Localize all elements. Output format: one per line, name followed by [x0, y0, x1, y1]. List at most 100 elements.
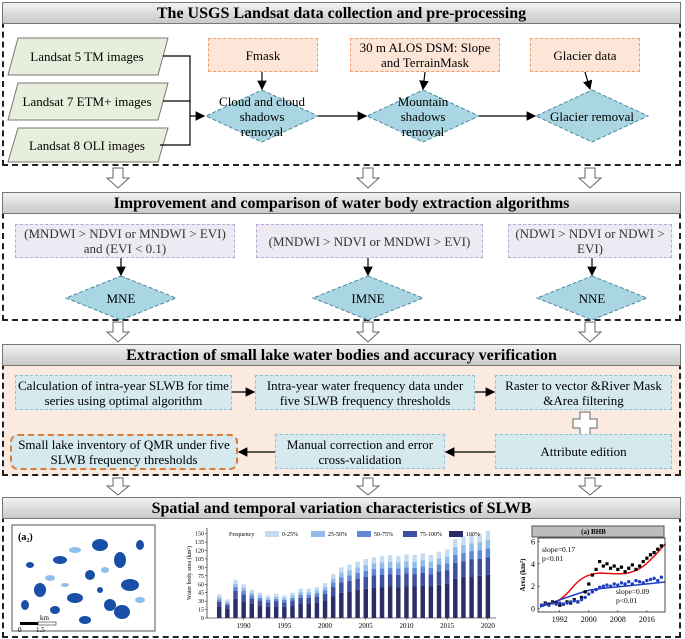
- bar-segment: [330, 582, 336, 588]
- bar-segment: [396, 574, 401, 588]
- bar-segment: [387, 555, 393, 562]
- point: [561, 602, 566, 606]
- bar-segment: [363, 558, 368, 566]
- bar-segment: [339, 582, 344, 593]
- bar-segment: [396, 587, 401, 618]
- x-tick-label: 1995: [277, 622, 292, 630]
- bar-segment: [412, 555, 417, 562]
- point: [572, 599, 576, 603]
- bar-segment: [363, 576, 368, 589]
- bar-segment: [241, 591, 246, 595]
- y-tick-label: 45: [198, 591, 204, 597]
- bar-segment: [225, 603, 230, 606]
- point: [608, 566, 613, 570]
- bar-segment: [444, 563, 450, 571]
- bar-segment: [436, 558, 442, 565]
- bar-segment: [469, 559, 474, 577]
- point: [587, 582, 591, 586]
- bar-segment: [241, 584, 246, 588]
- point: [601, 584, 606, 588]
- legend-label: 75-100%: [420, 532, 442, 538]
- bar-segment: [257, 592, 263, 596]
- bar-segment: [298, 603, 303, 618]
- bar-segment: [249, 592, 255, 596]
- annotation: slope=0.17: [542, 545, 575, 554]
- index-rule: (MNDWI > NDVI or MNDWI > EVI) and (EVI <…: [15, 224, 235, 258]
- bar-segment: [371, 569, 377, 576]
- bar-segment: [273, 596, 279, 599]
- bar-segment: [290, 605, 295, 618]
- bar-segment: [461, 536, 466, 545]
- bar-segment: [379, 562, 385, 569]
- bar-segment: [355, 567, 360, 573]
- bar-segment: [477, 558, 482, 576]
- legend-swatch: [403, 531, 417, 537]
- point: [659, 575, 664, 579]
- point: [594, 587, 598, 592]
- bar-segment: [436, 551, 442, 559]
- point: [645, 578, 649, 583]
- bar-segment: [347, 580, 352, 592]
- point: [623, 570, 627, 574]
- bar-segment: [314, 587, 320, 591]
- bar-segment: [363, 588, 368, 618]
- point: [587, 592, 591, 596]
- point: [648, 553, 653, 557]
- section-title: Extraction of small lake water bodies an…: [2, 344, 681, 366]
- point: [590, 590, 595, 594]
- bar-segment: [396, 562, 401, 569]
- bar-segment: [379, 587, 385, 618]
- y-tick-label: 4: [531, 560, 535, 569]
- y-tick-label: 120: [195, 549, 204, 555]
- legend-title: Frequency: [229, 532, 254, 538]
- algorithm: NNE: [578, 290, 606, 306]
- bar-segment: [436, 584, 442, 618]
- process-step: Attribute edition: [495, 434, 672, 469]
- point: [605, 562, 609, 566]
- bar-segment: [396, 556, 401, 563]
- bar-segment: [469, 534, 474, 544]
- y-tick-label: 135: [195, 540, 204, 546]
- point: [612, 582, 616, 586]
- map-label: (a₂): [18, 532, 33, 543]
- bar-segment: [282, 597, 287, 600]
- parallelograms: [7, 37, 169, 163]
- bar-segment: [282, 602, 287, 607]
- bar-segment: [282, 595, 287, 598]
- bar-segment: [233, 579, 238, 584]
- point: [598, 559, 602, 564]
- bar-segment: [461, 552, 466, 562]
- point: [597, 585, 602, 590]
- bar-segment: [249, 598, 255, 604]
- bar-segment: [330, 596, 336, 618]
- annotation: slope=0.09: [616, 587, 649, 596]
- index-rule: (NDWI > NDVI or NDWI > EVI): [508, 224, 672, 258]
- bar-segment: [371, 557, 377, 564]
- bar-segment: [298, 592, 303, 595]
- bar-segment: [387, 586, 393, 618]
- y-axis-label: Area (km²): [519, 558, 527, 592]
- input-data: Landsat 5 TM images: [30, 49, 144, 64]
- y-tick-label: 60: [198, 582, 204, 588]
- bar-segment: [298, 588, 303, 593]
- legend-swatch: [311, 531, 325, 537]
- bar-segment: [453, 555, 458, 563]
- bar-segment: [363, 565, 368, 571]
- bar-segment: [216, 606, 222, 618]
- bar-segment: [257, 600, 263, 606]
- bar-segment: [461, 577, 466, 618]
- point: [659, 544, 663, 548]
- bar-segment: [485, 548, 491, 558]
- bar-segment: [314, 590, 320, 594]
- bar-segment: [371, 575, 377, 588]
- bar-segment: [477, 533, 482, 543]
- point: [619, 565, 624, 569]
- bar-segment: [339, 577, 344, 583]
- bar-segment: [216, 594, 222, 598]
- point: [612, 564, 616, 568]
- legend-label: 0-25%: [282, 532, 298, 538]
- legend-swatch: [449, 531, 463, 537]
- bar-segment: [469, 576, 474, 618]
- bar-segment: [265, 595, 271, 598]
